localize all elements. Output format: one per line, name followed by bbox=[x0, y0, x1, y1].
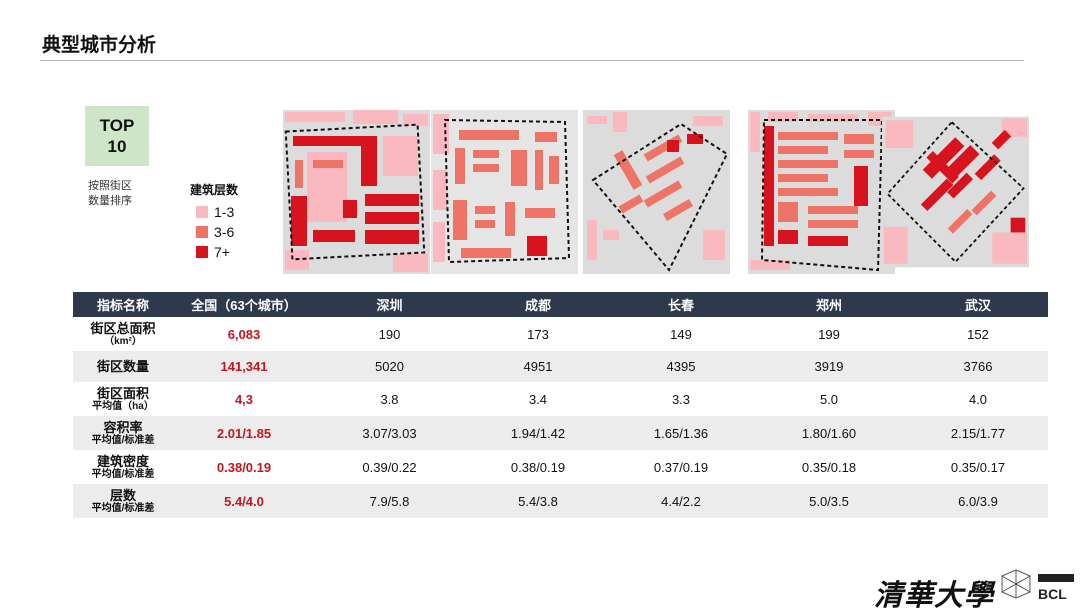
city-value: 3766 bbox=[908, 351, 1048, 382]
national-value: 2.01/1.85 bbox=[173, 416, 315, 450]
header-city: 郑州 bbox=[750, 292, 908, 317]
city-value: 1.94/1.42 bbox=[464, 416, 612, 450]
row-label: 街区总面积 （km²） bbox=[73, 317, 173, 351]
city-value: 2.15/1.77 bbox=[908, 416, 1048, 450]
city-value: 3.4 bbox=[528, 391, 548, 407]
page-title: 典型城市分析 bbox=[42, 34, 157, 56]
header-metric: 指标名称 bbox=[73, 292, 173, 317]
table-row: 街区数量 141,341 5020 4951 4395 3919 3766 bbox=[73, 351, 1048, 382]
national-value: 141,341 bbox=[173, 351, 315, 382]
legend-swatch-high bbox=[196, 246, 208, 258]
city-value: 152 bbox=[967, 326, 989, 342]
legend-item-high: 7+ bbox=[190, 242, 238, 262]
row-label-main: 街区数量 bbox=[96, 359, 149, 374]
row-label-main: 街区面积 bbox=[96, 385, 149, 401]
city-value: 149 bbox=[670, 326, 692, 342]
city-value: 5020 bbox=[315, 351, 464, 382]
city-value: 3.07/3.03 bbox=[315, 416, 464, 450]
city-metrics-table: 指标名称 全国（63个城市） 深圳 成都 长春 郑州 武汉 街区总面积 （km²）… bbox=[73, 292, 1048, 518]
legend-label-mid: 3-6 bbox=[214, 224, 235, 240]
header-city: 武汉 bbox=[908, 292, 1048, 317]
table-row: 建筑密度 平均值/标准差 0.38/0.19 0.39/0.22 0.38/0.1… bbox=[73, 450, 1048, 484]
legend-label-high: 7+ bbox=[214, 244, 230, 260]
city-value: 173 bbox=[527, 326, 549, 342]
city-value: 5.0/3.5 bbox=[750, 484, 908, 518]
legend-item-mid: 3-6 bbox=[190, 222, 238, 242]
top10-line2: 10 bbox=[107, 137, 127, 156]
sort-note: 按照街区 数量排序 bbox=[88, 178, 132, 208]
map-wuhan bbox=[882, 116, 1029, 268]
sort-note-line1: 按照街区 bbox=[88, 179, 132, 192]
city-value: 0.39/0.22 bbox=[362, 459, 417, 475]
row-label-main: 容积率 bbox=[103, 419, 143, 435]
city-value: 7.9/5.8 bbox=[315, 484, 464, 518]
map-zhengzhou bbox=[748, 110, 895, 274]
city-value: 1.80/1.60 bbox=[750, 416, 908, 450]
city-value: 0.38/0.19 bbox=[510, 459, 566, 475]
map-chengdu bbox=[431, 110, 578, 274]
row-label: 容积率 平均值/标准差 bbox=[73, 416, 173, 450]
map-changchun bbox=[583, 110, 730, 274]
city-value: 3.8 bbox=[380, 391, 399, 407]
row-label-sub: 平均值/标准差 bbox=[91, 434, 155, 446]
floors-legend: 建筑层数 1-3 3-6 7+ bbox=[190, 181, 238, 262]
row-label-sub: 平均值（ha） bbox=[92, 400, 154, 412]
national-value: 0.38/0.19 bbox=[216, 459, 272, 475]
top10-badge: TOP 10 bbox=[85, 106, 149, 166]
row-label-main: 建筑密度 bbox=[96, 453, 149, 469]
city-value: 0.35/0.18 bbox=[801, 459, 857, 475]
row-label: 街区面积 平均值（ha） bbox=[73, 382, 173, 416]
city-value: 190 bbox=[378, 326, 401, 342]
table-row: 街区总面积 （km²） 6,083 190 173 149 199 152 bbox=[73, 317, 1048, 351]
row-label-main: 层数 bbox=[109, 487, 136, 503]
city-value: 3.3 bbox=[671, 391, 691, 407]
table-header-row: 指标名称 全国（63个城市） 深圳 成都 长春 郑州 武汉 bbox=[73, 292, 1048, 317]
bcl-logo-text: BCL bbox=[1038, 586, 1067, 602]
header-city: 成都 bbox=[464, 292, 612, 317]
national-value: 4,3 bbox=[234, 391, 254, 407]
row-label-main: 街区总面积 bbox=[90, 320, 156, 336]
national-value: 5.4/4.0 bbox=[173, 484, 315, 518]
row-label-sub: 平均值/标准差 bbox=[91, 502, 155, 514]
legend-item-low: 1-3 bbox=[190, 202, 238, 222]
city-value: 4395 bbox=[612, 351, 750, 382]
city-value: 3919 bbox=[750, 351, 908, 382]
city-value: 5.0 bbox=[819, 391, 839, 407]
header-city: 深圳 bbox=[315, 292, 464, 317]
legend-swatch-low bbox=[196, 206, 208, 218]
city-value: 199 bbox=[818, 326, 840, 342]
row-label-sub: （km²） bbox=[104, 335, 142, 347]
top10-line1: TOP bbox=[99, 116, 135, 135]
city-value: 1.65/1.36 bbox=[612, 416, 750, 450]
title-divider bbox=[40, 60, 1024, 61]
city-value: 4.4/2.2 bbox=[612, 484, 750, 518]
table-row: 层数 平均值/标准差 5.4/4.0 7.9/5.8 5.4/3.8 4.4/2.… bbox=[73, 484, 1048, 518]
table-row: 容积率 平均值/标准差 2.01/1.85 3.07/3.03 1.94/1.42… bbox=[73, 416, 1048, 450]
city-value: 6.0/3.9 bbox=[908, 484, 1048, 518]
city-value: 4.0 bbox=[968, 391, 988, 407]
city-value: 0.37/0.19 bbox=[653, 459, 709, 475]
bcl-logo: BCL bbox=[1001, 569, 1074, 602]
row-label: 建筑密度 平均值/标准差 bbox=[73, 450, 173, 484]
legend-swatch-mid bbox=[196, 226, 208, 238]
row-label-sub: 平均值/标准差 bbox=[91, 468, 155, 480]
legend-label-low: 1-3 bbox=[214, 204, 235, 220]
row-label: 层数 平均值/标准差 bbox=[73, 484, 173, 518]
table-row: 街区面积 平均值（ha） 4,3 3.8 3.4 3.3 5.0 4.0 bbox=[73, 382, 1048, 416]
city-value: 5.4/3.8 bbox=[464, 484, 612, 518]
map-shenzhen bbox=[283, 110, 430, 274]
sort-note-line2: 数量排序 bbox=[88, 194, 132, 207]
legend-title: 建筑层数 bbox=[190, 183, 239, 197]
header-city: 长春 bbox=[612, 292, 750, 317]
tsinghua-logo: 清華大學 bbox=[874, 578, 995, 612]
city-value: 4951 bbox=[464, 351, 612, 382]
national-value: 6,083 bbox=[227, 326, 261, 342]
city-value: 0.35/0.17 bbox=[950, 459, 1006, 475]
header-national: 全国（63个城市） bbox=[173, 292, 315, 317]
row-label: 街区数量 bbox=[73, 351, 173, 382]
